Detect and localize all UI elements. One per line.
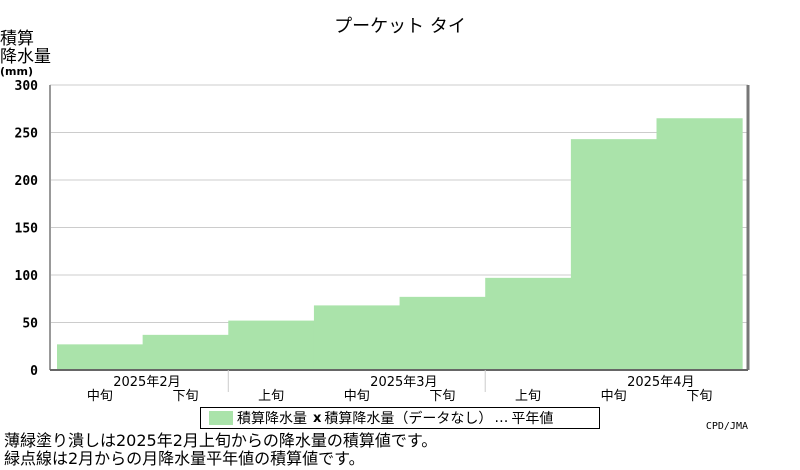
y-tick-label: 250 (15, 127, 39, 142)
legend-normal-label: 平年値 (511, 411, 554, 427)
legend-swatch (209, 411, 233, 425)
y-axis-label: 積算 降水量 (mm) (0, 30, 51, 78)
bar (485, 277, 572, 370)
x-period-label: 上旬 (258, 389, 284, 404)
x-period-label: 中旬 (344, 389, 370, 404)
x-period-label: 下旬 (686, 389, 712, 404)
y-tick-label: 200 (15, 174, 39, 189)
x-period-label: 上旬 (515, 389, 541, 404)
y-tick-label: 0 (30, 364, 38, 379)
bar (57, 344, 144, 370)
credit: CPD/JMA (705, 421, 748, 432)
y-tick-label: 50 (22, 317, 38, 332)
y-tick-label: 300 (15, 79, 39, 94)
y-axis-label-line2: 降水量 (0, 47, 51, 67)
note-line-2: 緑点線は2月からの月降水量平年値の積算値です。 (4, 449, 365, 468)
bar (399, 296, 486, 370)
x-period-label: 下旬 (429, 389, 455, 404)
note-line-1: 薄緑塗り潰しは2025年2月上旬からの降水量の積算値です。 (4, 431, 438, 450)
y-tick-label: 100 (15, 269, 39, 284)
bar (228, 320, 315, 370)
bar (570, 139, 658, 370)
y-axis-label-line1: 積算 (0, 29, 34, 49)
bar (313, 305, 401, 370)
x-period-label: 下旬 (172, 389, 198, 404)
bar (142, 334, 229, 370)
x-month-label: 2025年2月 (113, 375, 180, 390)
x-period-label: 中旬 (601, 389, 627, 404)
x-period-label: 中旬 (87, 389, 113, 404)
legend-series-label: 積算降水量 (237, 411, 307, 427)
x-month-label: 2025年3月 (370, 375, 437, 390)
y-axis-unit: (mm) (0, 65, 33, 78)
y-tick-label: 150 (15, 222, 39, 237)
legend: 積算降水量 x 積算降水量（データなし） … 平年値 (200, 407, 600, 429)
legend-nodata-label: 積算降水量（データなし） (324, 411, 493, 427)
legend-dotted-line-icon: … (494, 410, 510, 426)
chart-title: プーケット タイ (334, 16, 466, 37)
x-month-label: 2025年4月 (627, 375, 694, 390)
bar (656, 118, 743, 370)
legend-x-marker: x (313, 410, 322, 426)
